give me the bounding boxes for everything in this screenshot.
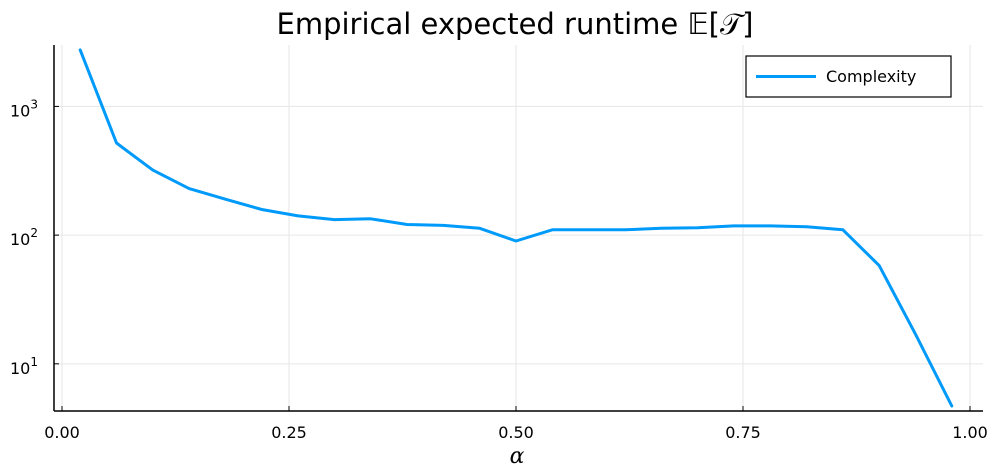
y-tick-label: 103 [10,97,38,120]
y-tick-label: 102 [10,226,38,249]
legend: Complexity [745,55,952,98]
x-tick-label: 0.75 [725,423,761,442]
grid [54,45,983,411]
y-tick-label: 101 [10,355,38,378]
chart-title: Empirical expected runtime 𝔼[𝒯] [277,7,754,41]
x-axis-label: α [510,444,525,468]
series-line-complexity [78,48,954,408]
x-tick-label: 0.00 [44,423,80,442]
x-tick-label: 0.50 [498,423,534,442]
legend-label-complexity: Complexity [826,67,916,86]
ticks: 0.00 0.25 0.50 0.75 1.00 101 102 103 [10,97,988,442]
x-tick-label: 1.00 [952,423,988,442]
x-tick-label: 0.25 [271,423,307,442]
